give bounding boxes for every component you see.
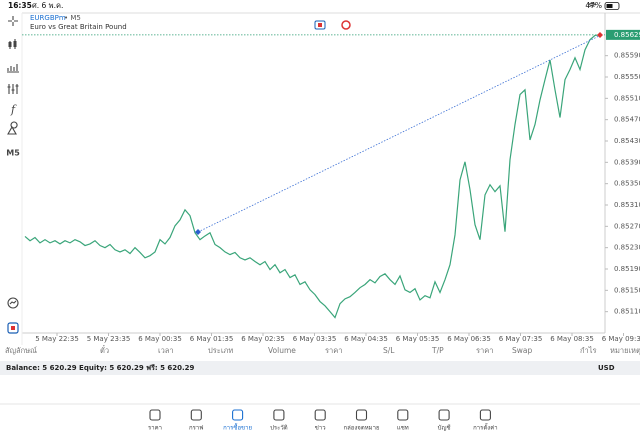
current-price-tag — [606, 29, 640, 40]
column-header: ราคา — [476, 346, 493, 355]
nav-icon[interactable] — [397, 409, 409, 421]
zoom-tool[interactable] — [7, 297, 19, 309]
x-tick-label: 6 May 00:35 — [138, 335, 182, 343]
trade-button[interactable] — [7, 322, 19, 334]
battery-level — [606, 4, 613, 8]
crosshair-tool[interactable] — [8, 16, 18, 26]
nav-label[interactable]: กล่องจดหมาย — [343, 425, 379, 432]
column-header: Volume — [268, 346, 296, 355]
timeframe-button[interactable]: M5 — [6, 149, 20, 158]
nav-label[interactable]: กราฟ — [189, 425, 203, 432]
indicators-tool[interactable] — [7, 64, 19, 73]
symbol-description: Euro vs Great Britain Pound — [30, 23, 127, 31]
column-header: T/P — [431, 346, 444, 355]
currency: USD — [598, 364, 615, 372]
trade-icon — [11, 326, 15, 330]
balance-text: Balance: 5 620.29 Equity: 5 620.29 ฟรี: … — [6, 364, 195, 372]
nav-label[interactable]: บัญชี — [438, 424, 451, 432]
settings-tool[interactable] — [7, 84, 19, 94]
column-header: ประเภท — [208, 346, 233, 355]
nav-label[interactable]: การซื้อขาย — [223, 422, 252, 432]
function-tool[interactable]: f — [10, 103, 17, 116]
price-line — [24, 34, 601, 319]
column-header: ตั๋ว — [100, 345, 109, 355]
one-click-icon — [318, 23, 322, 27]
status-time: 16:35 — [8, 1, 32, 10]
nav-label[interactable]: ประวัติ — [270, 425, 288, 432]
nav-icon[interactable] — [438, 409, 450, 421]
column-header: Swap — [512, 346, 532, 355]
x-tick-label: 6 May 03:35 — [293, 335, 337, 343]
x-tick-label: 5 May 23:35 — [87, 335, 131, 343]
chart-mode-icon[interactable] — [341, 20, 351, 30]
nav-icon[interactable] — [479, 409, 491, 421]
zoom-icon — [9, 300, 17, 305]
status-date: ศ. 6 พ.ค. — [32, 1, 63, 10]
x-tick-label: 6 May 09:35 — [602, 335, 640, 343]
bottom-nav: ราคา กราฟ การซื้อขาย ประวัติ ข่าว กล่องจดหมาย… — [148, 409, 498, 432]
candle-icon — [8, 42, 12, 47]
column-header: ราคา — [325, 346, 342, 355]
current-price-label: 0.85629 — [614, 31, 640, 39]
balance-row — [0, 361, 640, 375]
nav-icon[interactable] — [190, 409, 202, 421]
y-tick-label: 0.85590 — [614, 52, 640, 60]
buy-marker — [195, 229, 201, 235]
trade-history-line — [197, 35, 600, 233]
nav-label[interactable]: ข่าว — [315, 425, 326, 432]
nav-label[interactable]: การตั้งค่า — [473, 422, 497, 432]
objects-tool[interactable] — [7, 121, 18, 135]
battery-icon — [604, 2, 620, 10]
column-header: S/L — [383, 346, 395, 355]
x-tick-label: 6 May 01:35 — [190, 335, 234, 343]
column-header: เวลา — [158, 346, 174, 355]
x-tick-label: 6 May 05:35 — [396, 335, 440, 343]
wifi-icon — [587, 2, 597, 7]
column-header: หมายเหตุ — [610, 346, 640, 355]
x-tick-label: 6 May 02:35 — [241, 335, 285, 343]
table-header: สัญลักษณ์ ตั๋ว เวลา ประเภท Volume ราคา S/L T/P ร… — [5, 345, 640, 355]
timeframe: • M5 — [64, 14, 81, 22]
nav-icon[interactable] — [314, 409, 326, 421]
x-tick-label: 5 May 22:35 — [35, 335, 79, 343]
nav-label[interactable]: แชท — [397, 425, 409, 432]
x-tick-label: 6 May 08:35 — [550, 335, 594, 343]
nav-icon[interactable] — [273, 409, 285, 421]
candle-icon — [13, 41, 17, 47]
symbol: EURGBPm — [30, 14, 66, 22]
x-tick-label: 6 May 04:35 — [344, 335, 388, 343]
nav-icon[interactable] — [232, 409, 244, 421]
sell-marker — [597, 32, 603, 38]
x-tick-label: 6 May 06:35 — [447, 335, 491, 343]
x-tick-label: 6 May 07:35 — [499, 335, 543, 343]
column-header: กำไร — [580, 346, 597, 355]
column-header: สัญลักษณ์ — [5, 346, 37, 355]
nav-icon[interactable] — [355, 409, 368, 421]
nav-label[interactable]: ราคา — [148, 425, 162, 432]
nav-icon[interactable] — [149, 409, 161, 421]
